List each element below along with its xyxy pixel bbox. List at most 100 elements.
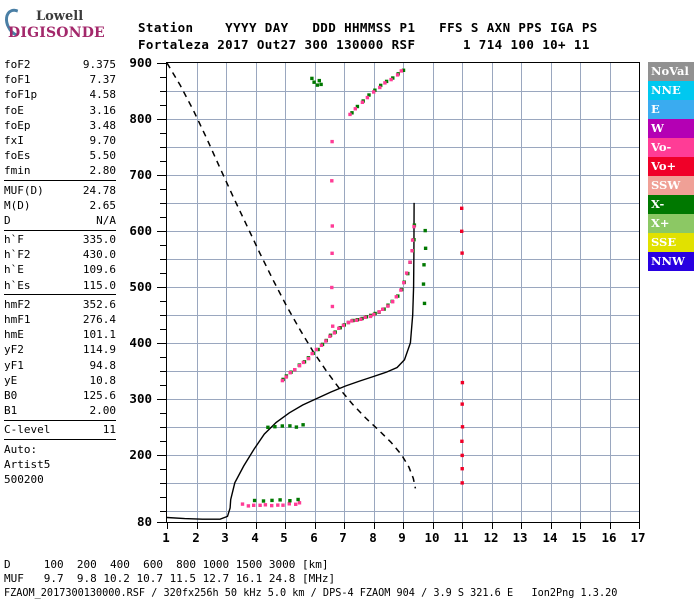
param-group-divider bbox=[4, 439, 116, 440]
param-value: 430.0 bbox=[83, 247, 116, 262]
y-axis-tick bbox=[157, 287, 166, 288]
x-axis-label: 16 bbox=[595, 532, 623, 544]
param-value: 94.8 bbox=[90, 358, 117, 373]
legend-item-vo[interactable]: Vo- bbox=[648, 138, 694, 157]
series-vertical-noise-column-11-mhz bbox=[460, 207, 464, 485]
param-value: 5.50 bbox=[90, 148, 117, 163]
y-axis-label: 800 bbox=[110, 113, 152, 124]
y-axis-tick bbox=[157, 175, 166, 176]
param-key: foE bbox=[4, 103, 24, 118]
param-group-divider bbox=[4, 180, 116, 181]
param-group-divider bbox=[4, 230, 116, 231]
direction-color-legend: NoVal NNE E W Vo- Vo+ SSW X- X+ SSE NNW bbox=[648, 62, 694, 271]
legend-item-sse[interactable]: SSE bbox=[648, 233, 694, 252]
param-row-md: M(D) 2.65 bbox=[0, 198, 122, 213]
series-x-trace-vo-pink- bbox=[281, 225, 416, 382]
param-value: 24.78 bbox=[83, 183, 116, 198]
x-axis-label: 8 bbox=[359, 532, 387, 544]
param-key: h`F2 bbox=[4, 247, 31, 262]
param-row-fxi: fxI 9.70 bbox=[0, 133, 122, 148]
y-axis-label: 200 bbox=[110, 449, 152, 460]
y-axis-tick bbox=[160, 329, 166, 330]
ionogram-plot[interactable] bbox=[166, 62, 640, 523]
x-axis-label: 2 bbox=[182, 532, 210, 544]
param-row-hmf1: hmF1 276.4 bbox=[0, 312, 122, 327]
x-axis-tick bbox=[315, 523, 316, 529]
param-value: 276.4 bbox=[83, 312, 116, 327]
series-o-trace-x-green- bbox=[281, 223, 416, 381]
legend-item-vo[interactable]: Vo+ bbox=[648, 157, 694, 176]
param-auto-name: Artist5 bbox=[0, 457, 122, 472]
param-row-fof1p: foF1p 4.58 bbox=[0, 87, 122, 102]
param-key: h`F bbox=[4, 232, 24, 247]
param-key: C-level bbox=[4, 422, 50, 437]
y-axis-tick bbox=[160, 413, 166, 414]
param-row-foe: foE 3.16 bbox=[0, 103, 122, 118]
param-row-foes: foEs 5.50 bbox=[0, 148, 122, 163]
y-axis-tick bbox=[160, 133, 166, 134]
x-axis-tick bbox=[197, 523, 198, 529]
legend-item-ssw[interactable]: SSW bbox=[648, 176, 694, 195]
x-axis-label: 15 bbox=[565, 532, 593, 544]
param-row-foep: foEp 3.48 bbox=[0, 118, 122, 133]
station-header: Station YYYY DAY DDD HHMMSS P1 FFS S AXN… bbox=[138, 19, 598, 53]
param-row-hf: h`F 335.0 bbox=[0, 232, 122, 247]
param-value: 109.6 bbox=[83, 262, 116, 277]
param-row-he: h`E 109.6 bbox=[0, 262, 122, 277]
series-top-cluster-a-6-mhz-860-km- bbox=[310, 77, 323, 87]
param-row-hmf2: hmF2 352.6 bbox=[0, 297, 122, 312]
series-isolated-green-marks-right-of-cusp bbox=[422, 229, 428, 305]
param-key: B0 bbox=[4, 388, 17, 403]
param-value: 11 bbox=[103, 422, 116, 437]
y-axis-tick bbox=[160, 371, 166, 372]
param-key: h`E bbox=[4, 262, 24, 277]
x-axis-label: 5 bbox=[270, 532, 298, 544]
y-axis-tick bbox=[157, 455, 166, 456]
legend-item-x[interactable]: X+ bbox=[648, 214, 694, 233]
footer-text: D 100 200 400 600 800 1000 1500 3000 [km… bbox=[4, 558, 617, 601]
legend-item-x[interactable]: X- bbox=[648, 195, 694, 214]
x-axis-label: 7 bbox=[329, 532, 357, 544]
legend-item-noval[interactable]: NoVal bbox=[648, 62, 694, 81]
x-axis-tick bbox=[344, 523, 345, 529]
param-key: fxI bbox=[4, 133, 24, 148]
x-axis-tick bbox=[403, 523, 404, 529]
legend-item-nnw[interactable]: NNW bbox=[648, 252, 694, 271]
param-key: hmF1 bbox=[4, 312, 31, 327]
legend-item-nne[interactable]: NNE bbox=[648, 81, 694, 100]
y-axis-tick bbox=[160, 357, 166, 358]
param-value: 2.00 bbox=[90, 403, 117, 418]
y-axis-ticks bbox=[154, 62, 166, 523]
x-axis-label: 12 bbox=[477, 532, 505, 544]
param-key: foF1p bbox=[4, 87, 37, 102]
param-key: yE bbox=[4, 373, 17, 388]
y-axis-tick bbox=[160, 497, 166, 498]
y-axis-tick bbox=[160, 315, 166, 316]
param-row-fmin: fmin 2.80 bbox=[0, 163, 122, 178]
y-axis-tick bbox=[160, 301, 166, 302]
legend-item-e[interactable]: E bbox=[648, 100, 694, 119]
param-row-hf2: h`F2 430.0 bbox=[0, 247, 122, 262]
y-axis-tick bbox=[160, 441, 166, 442]
y-axis-label: 500 bbox=[110, 281, 152, 292]
x-axis-tick bbox=[551, 523, 552, 529]
x-axis-tick bbox=[610, 523, 611, 529]
param-row-clevel: C-level 11 bbox=[0, 422, 122, 437]
y-axis-tick bbox=[157, 343, 166, 344]
param-row-d: D N/A bbox=[0, 213, 122, 228]
series-true-height-profile-n-h- bbox=[167, 203, 414, 519]
y-axis-tick bbox=[160, 161, 166, 162]
series-top-cluster-b-mirror-pink- bbox=[348, 69, 403, 116]
y-axis-tick bbox=[157, 63, 166, 64]
y-axis-tick bbox=[160, 217, 166, 218]
param-row-hes: h`Es 115.0 bbox=[0, 278, 122, 293]
param-group-divider bbox=[4, 420, 116, 421]
y-axis-tick bbox=[157, 399, 166, 400]
y-axis-label: 300 bbox=[110, 393, 152, 404]
x-axis-tick bbox=[167, 523, 168, 529]
y-axis-tick bbox=[160, 511, 166, 512]
param-row-yf2: yF2 114.9 bbox=[0, 342, 122, 357]
y-axis-tick bbox=[160, 189, 166, 190]
y-axis-tick bbox=[160, 77, 166, 78]
legend-item-w[interactable]: W bbox=[648, 119, 694, 138]
